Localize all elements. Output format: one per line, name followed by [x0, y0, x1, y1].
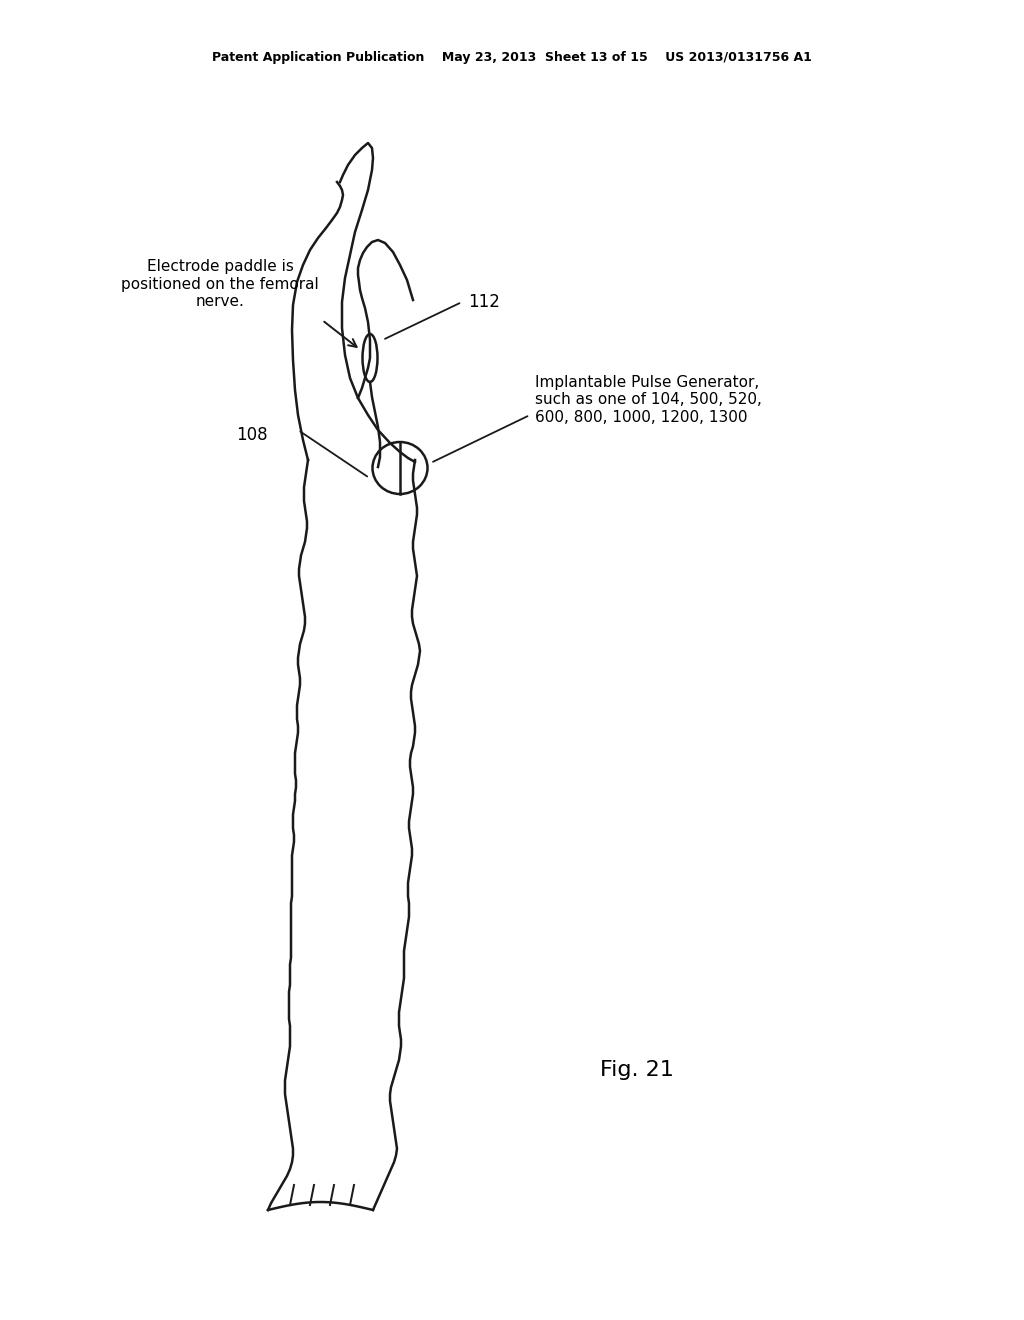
Ellipse shape: [362, 334, 378, 381]
Text: Patent Application Publication    May 23, 2013  Sheet 13 of 15    US 2013/013175: Patent Application Publication May 23, 2…: [212, 51, 812, 65]
Text: 112: 112: [468, 293, 500, 312]
Ellipse shape: [373, 442, 427, 494]
Text: Implantable Pulse Generator,
such as one of 104, 500, 520,
600, 800, 1000, 1200,: Implantable Pulse Generator, such as one…: [535, 375, 762, 425]
Text: Electrode paddle is
positioned on the femoral
nerve.: Electrode paddle is positioned on the fe…: [121, 259, 318, 309]
Text: Fig. 21: Fig. 21: [600, 1060, 674, 1080]
Text: 108: 108: [237, 426, 268, 444]
